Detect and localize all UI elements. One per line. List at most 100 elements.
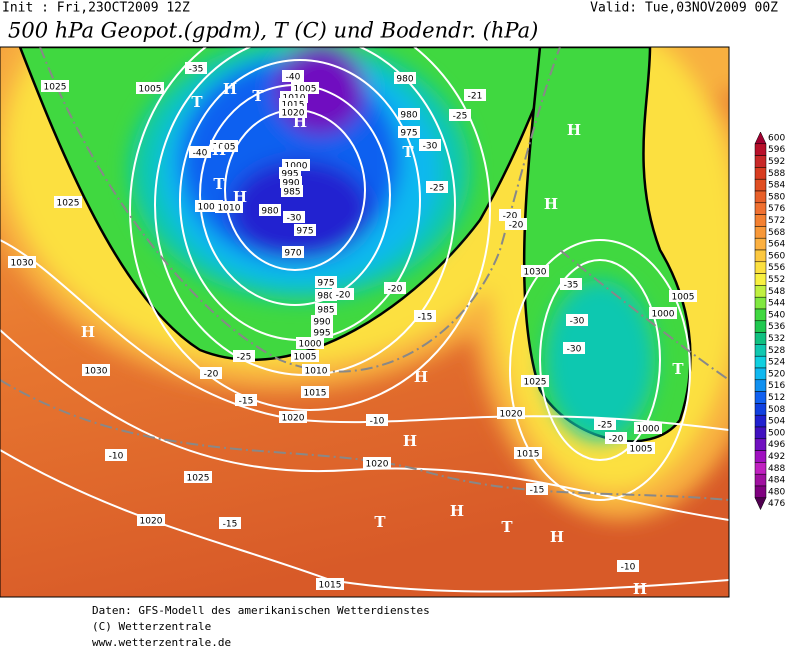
label-box xyxy=(315,289,337,301)
contour-label: -35 xyxy=(564,281,579,291)
pressure-marker: H xyxy=(544,195,558,213)
label-box xyxy=(185,62,207,74)
colorbar-swatch xyxy=(754,355,767,369)
colorbar-swatch xyxy=(754,320,767,333)
contour-label: 1015 xyxy=(282,101,305,111)
pressure-marker: H xyxy=(403,432,417,450)
contour-label: -35 xyxy=(189,65,204,75)
colorbar-swatch xyxy=(754,155,767,168)
colorbar-swatch xyxy=(754,308,767,322)
label-box xyxy=(514,447,542,459)
contour-label: 985 xyxy=(317,306,334,316)
colorbar-label: 504 xyxy=(768,417,785,427)
contour-label: -25 xyxy=(430,184,445,194)
label-box xyxy=(279,411,307,423)
label-box xyxy=(419,139,441,151)
pressure-marker: T xyxy=(672,360,684,378)
label-box xyxy=(315,303,337,315)
contour-label: 1015 xyxy=(304,389,327,399)
contour-label: -40 xyxy=(286,73,301,83)
contour-label: 1010 xyxy=(218,204,241,214)
contour-label: -20 xyxy=(388,285,403,295)
contour-label: -10 xyxy=(621,563,636,573)
colorbar-swatch xyxy=(754,414,767,428)
valid-time: Valid: Tue,03NOV2009 00Z xyxy=(590,1,778,16)
label-box xyxy=(316,578,344,590)
colorbar-label: 524 xyxy=(768,358,785,368)
colorbar-swatch xyxy=(754,167,767,180)
label-box xyxy=(669,290,697,302)
colorbar-label: 500 xyxy=(768,428,785,438)
contour-label: 995 xyxy=(281,170,298,180)
colorbar-label: 488 xyxy=(768,464,785,474)
contour-label: -21 xyxy=(468,92,483,102)
label-box xyxy=(233,350,255,362)
label-box xyxy=(563,342,585,354)
colorbar-label: 600 xyxy=(768,133,785,143)
label-box xyxy=(279,106,307,118)
label-box xyxy=(426,181,448,193)
contour-label: 985 xyxy=(283,188,300,198)
contour-label: 1000 xyxy=(652,310,675,320)
pressure-marker: T xyxy=(213,175,225,193)
pressure-marker: T xyxy=(402,143,414,161)
label-box xyxy=(136,82,164,94)
colorbar-swatch xyxy=(754,178,767,192)
contour-label: 995 xyxy=(313,329,330,339)
colorbar-swatch xyxy=(754,226,767,239)
label-box xyxy=(617,560,639,572)
pressure-marker: H xyxy=(414,368,428,386)
label-box xyxy=(184,471,212,483)
contour-label: -30 xyxy=(567,345,582,355)
colorbar-swatch xyxy=(754,379,767,392)
pressure-marker: H xyxy=(550,528,564,546)
contour-label: 975 xyxy=(296,227,313,237)
pressure-marker: H xyxy=(450,502,464,520)
pressure-marker: H xyxy=(81,323,95,341)
label-box xyxy=(526,483,548,495)
colorbar-label: 544 xyxy=(768,299,785,309)
colorbar-swatch xyxy=(754,202,767,215)
contour-label: -20 xyxy=(204,370,219,380)
label-box xyxy=(301,386,329,398)
label-box xyxy=(294,224,316,236)
colorbar-swatch xyxy=(754,391,767,404)
temperature-isolines xyxy=(0,47,729,501)
label-box xyxy=(505,218,527,230)
colorbar-label: 476 xyxy=(768,499,785,509)
colorbar-swatch xyxy=(754,403,767,416)
colorbar-label: 560 xyxy=(768,251,785,261)
colorbar-label: 564 xyxy=(768,240,785,250)
contour-label: 980 xyxy=(261,207,278,217)
contour-label: 1020 xyxy=(366,460,389,470)
colorbar-swatch xyxy=(754,426,767,440)
colorbar-label: 596 xyxy=(768,145,785,155)
contour-label: -15 xyxy=(239,397,254,407)
colorbar-swatch xyxy=(754,273,767,286)
contour-label: 1030 xyxy=(524,268,547,278)
colorbar-swatch xyxy=(754,190,767,204)
colorbar-label: 540 xyxy=(768,310,785,320)
label-box xyxy=(219,517,241,529)
label-box xyxy=(366,414,388,426)
label-box xyxy=(398,126,420,138)
colorbar-swatch xyxy=(754,344,767,357)
contour-label: 990 xyxy=(313,318,330,328)
label-box xyxy=(302,364,330,376)
colorbar-label: 584 xyxy=(768,181,785,191)
contour-label: -20 xyxy=(336,291,351,301)
contour-label: 1015 xyxy=(517,450,540,460)
contour-label: -30 xyxy=(287,214,302,224)
label-box xyxy=(398,108,420,120)
colorbar-swatch xyxy=(754,261,767,274)
init-time: Init : Fri,23OCT2009 12Z xyxy=(2,1,190,16)
colorbar-label: 572 xyxy=(768,216,785,226)
colorbar-swatch xyxy=(754,473,767,487)
label-box xyxy=(137,514,165,526)
pressure-marker: H xyxy=(212,141,226,159)
contour-label: 980 xyxy=(396,75,413,85)
colorbar-label: 496 xyxy=(768,440,785,450)
contour-label: 1020 xyxy=(500,410,523,420)
label-box xyxy=(282,70,304,82)
map-field: 10251005-35-401005101010151020980-21980-… xyxy=(0,47,729,597)
